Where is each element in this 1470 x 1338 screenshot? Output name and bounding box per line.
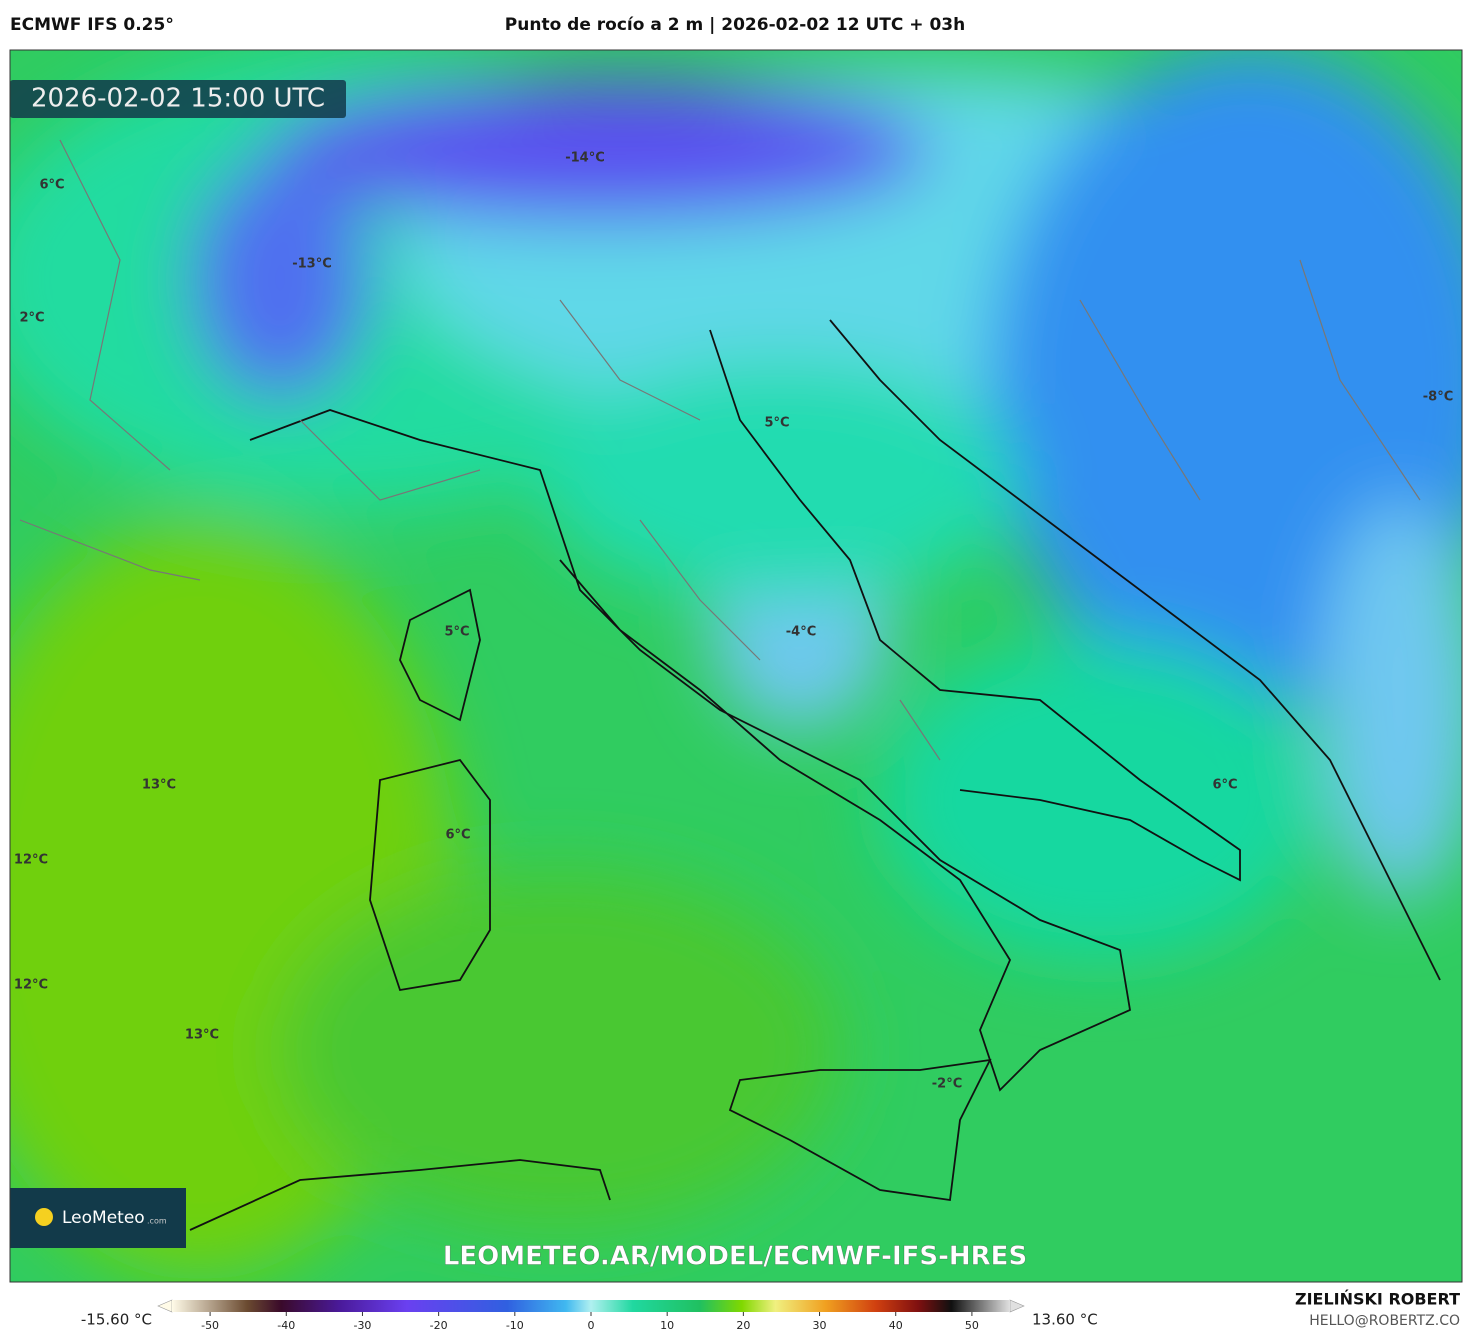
colorbar-tick-label: -10 (506, 1319, 524, 1332)
logo-sun (35, 1208, 53, 1226)
colorbar-end (1009, 1299, 1025, 1313)
contour-label: 5°C (764, 416, 789, 431)
contour-label: -4°C (786, 625, 816, 640)
contour-label: 6°C (39, 178, 64, 193)
logo-suffix: .com (147, 1217, 167, 1226)
contour-label: 13°C (185, 1028, 219, 1043)
colorbar-tick-label: -30 (353, 1319, 371, 1332)
email: HELLO@ROBERTZ.CO (1309, 1313, 1460, 1329)
model-name: ECMWF IFS 0.25° (10, 15, 174, 35)
colorbar-tick-label: -50 (201, 1319, 219, 1332)
contour-label: -14°C (565, 151, 605, 166)
colorbar-tick-label: 40 (889, 1319, 903, 1332)
contour-label: 12°C (14, 853, 48, 868)
contour-label: -13°C (292, 257, 332, 272)
colorbar-tick-label: -40 (277, 1319, 295, 1332)
map: 2026-02-02 15:00 UTC 6°C 2°C -13°C -14°C 5°C… (10, 50, 1462, 1282)
colorbar-tick-label: 10 (660, 1319, 674, 1332)
coastline (189, 319, 1441, 1231)
contour-label: 12°C (14, 978, 48, 993)
contour-label: -2°C (932, 1077, 962, 1092)
timestamp: 2026-02-02 15:00 UTC (31, 84, 325, 114)
contour-label: 2°C (19, 311, 44, 326)
colorbar-tick-label: 0 (588, 1319, 595, 1332)
colorbar-ramp (172, 1300, 1010, 1312)
colorbar-end (157, 1299, 173, 1313)
contour-labels: 6°C 2°C -13°C -14°C 5°C -8°C 5°C -4°C 13°C 6°C 12°… (14, 151, 1453, 1092)
map-frame (9, 49, 1463, 1283)
colorbar-max: 13.60 °C (1032, 1311, 1098, 1329)
contour-label: 6°C (1212, 778, 1237, 793)
colorbar-min: -15.60 °C (81, 1311, 152, 1329)
timestamp-box (10, 80, 346, 118)
contour-label: 13°C (142, 778, 176, 793)
colorbar: -50 -40 -30 -20 -10 0 10 20 30 40 50 (157, 1299, 1025, 1332)
contour-label: 6°C (445, 828, 470, 843)
source-url: LEOMETEO.AR/MODEL/ECMWF-IFS-HRES (443, 1242, 1027, 1272)
field (10, 50, 1462, 1280)
contour-label: 5°C (444, 625, 469, 640)
colorbar-tick-label: -20 (430, 1319, 448, 1332)
borders (19, 139, 1421, 761)
colorbar-tick-label: 50 (965, 1319, 979, 1332)
colorbar-tick-label: 30 (813, 1319, 827, 1332)
contour-label: -8°C (1423, 390, 1453, 405)
map-title: Punto de rocío a 2 m | 2026-02-02 12 UTC… (505, 15, 965, 35)
colorbar-tick-label: 20 (736, 1319, 750, 1332)
author: ZIELIŃSKI ROBERT (1295, 1290, 1460, 1309)
logo-name: LeoMeteo (62, 1208, 145, 1228)
